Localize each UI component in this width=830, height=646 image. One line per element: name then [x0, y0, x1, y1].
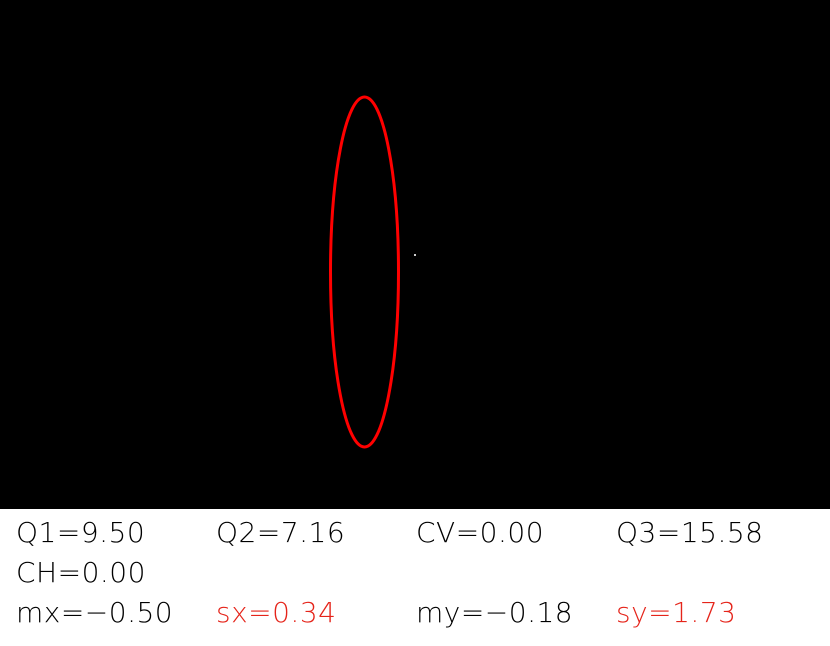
readout-row-moments: mx=−0.50 sx=0.34 my=−0.18 sy=1.73 — [0, 596, 830, 632]
readout-row-quartiles: Q1=9.50 Q2=7.16 CV=0.00 Q3=15.58 — [0, 516, 830, 552]
readout-panel: Q1=9.50 Q2=7.16 CV=0.00 Q3=15.58 CH=0.00… — [0, 509, 830, 646]
variance-ellipse — [329, 95, 400, 449]
readout-row-ch: CH=0.00 — [0, 556, 830, 592]
q3-readout: Q3=15.58 — [616, 516, 764, 549]
plot-canvas — [329, 95, 416, 449]
mx-readout: mx=−0.50 — [16, 596, 174, 629]
ellipse-plot — [329, 95, 416, 449]
q2-readout: Q2=7.16 — [216, 516, 346, 549]
my-readout: my=−0.18 — [416, 596, 574, 629]
center-marker — [414, 254, 416, 256]
sy-readout: sy=1.73 — [616, 596, 737, 629]
sx-readout: sx=0.34 — [216, 596, 337, 629]
q1-readout: Q1=9.50 — [16, 516, 146, 549]
cv-readout: CV=0.00 — [416, 516, 545, 549]
ch-readout: CH=0.00 — [16, 556, 146, 589]
